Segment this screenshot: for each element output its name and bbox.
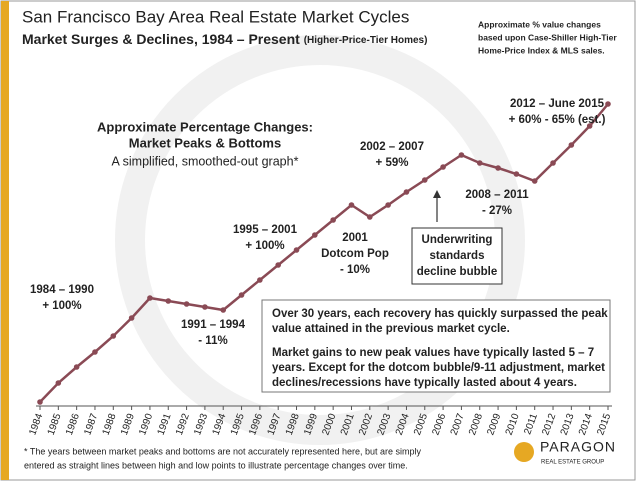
annotation: 1991 – 1994 (181, 319, 246, 331)
point (367, 214, 373, 220)
annotation: + 59% (376, 157, 409, 169)
heading: Market Peaks & Bottoms (129, 135, 281, 150)
point (73, 364, 80, 370)
subtitle-main: Market Surges & Declines, 1984 – Present (22, 31, 300, 47)
annotation: - 27% (482, 205, 512, 217)
point (92, 349, 98, 355)
point (293, 247, 300, 253)
source-note: Home-Price Index & MLS sales. (478, 45, 605, 55)
point (568, 142, 575, 148)
point (147, 295, 153, 301)
source-note: Approximate % value changes (478, 19, 601, 29)
point (183, 301, 190, 307)
annotation: 2008 – 2011 (465, 189, 529, 201)
point (257, 277, 263, 283)
box-text: value attained in the previous market cy… (272, 323, 510, 335)
point (458, 152, 465, 158)
box-text: declines/recessions have typically laste… (272, 377, 577, 389)
point (476, 160, 483, 166)
point (55, 380, 62, 386)
subtitle-note: (Higher-Price-Tier Homes) (304, 35, 428, 46)
logo-mark (514, 442, 534, 462)
point (275, 262, 281, 268)
point (165, 298, 172, 304)
box-text: Market gains to new peak values have typ… (272, 347, 594, 359)
heading-sub: A simplified, smoothed-out graph* (112, 154, 299, 168)
point (440, 164, 446, 170)
line (39, 103, 609, 403)
point (550, 160, 556, 166)
source-note: based upon Case-Shiller High-Tier (478, 32, 617, 42)
logo-sub: REAL ESTATE GROUP (541, 460, 604, 466)
footnote: entered as straight lines between high a… (24, 460, 408, 470)
annotation-box (411, 227, 503, 285)
arrow-head (433, 190, 441, 198)
point (312, 232, 318, 238)
annotation: + 100% (245, 240, 284, 252)
point (586, 123, 593, 129)
box-text: Over 30 years, each recovery has quickly… (272, 308, 608, 320)
text-box (261, 299, 611, 393)
point (330, 217, 336, 223)
annotation: - 11% (198, 335, 227, 347)
point (403, 189, 410, 195)
annotation: + 100% (42, 300, 81, 312)
annotation: decline bubble (417, 266, 498, 278)
point (495, 165, 501, 171)
side-bar (1, 1, 9, 480)
box-text: years. Except for the dotcom bubble/9-11… (272, 362, 605, 374)
annotation: Underwriting (422, 234, 493, 246)
annotation: - 10% (340, 264, 370, 276)
subtitle: Market Surges & Declines, 1984 – Present… (22, 31, 427, 47)
point (37, 399, 43, 405)
annotation: standards (430, 250, 485, 262)
point (421, 177, 428, 183)
annotation: 2002 – 2007 (360, 141, 424, 153)
point (202, 304, 208, 310)
chart-title: San Francisco Bay Area Real Estate Marke… (22, 7, 409, 26)
point (605, 101, 611, 107)
point (110, 333, 117, 339)
point (531, 178, 538, 184)
point (385, 202, 391, 208)
annotation: 1984 – 1990 (30, 284, 94, 296)
point (513, 171, 520, 177)
point (128, 315, 135, 321)
annotation: 2012 – June 2015 (510, 98, 605, 110)
annotation: 1995 – 2001 (233, 224, 298, 236)
footnote: * The years between market peaks and bot… (24, 446, 422, 456)
watermark (115, 35, 525, 445)
point (348, 202, 355, 208)
point (238, 292, 245, 298)
annotation: + 60% - 65% (est.) (509, 114, 606, 126)
heading: Approximate Percentage Changes: (97, 119, 313, 134)
point (220, 307, 227, 313)
annotation: Dotcom Pop (321, 248, 389, 260)
logo-name: PARAGON (540, 439, 616, 455)
annotation: 2001 (342, 232, 368, 244)
